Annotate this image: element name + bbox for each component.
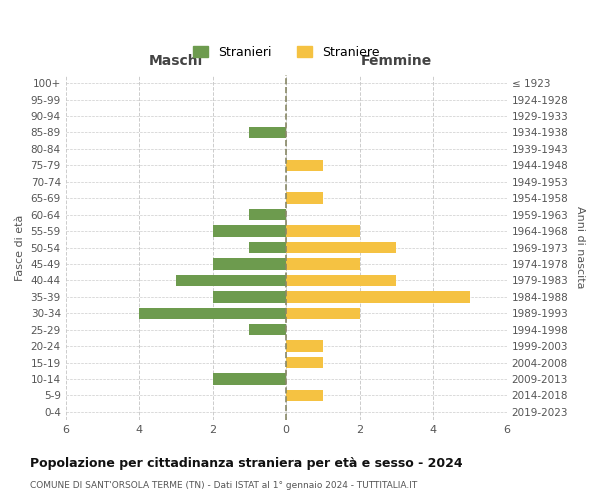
Bar: [212, 374, 286, 385]
Y-axis label: Anni di nascita: Anni di nascita: [575, 206, 585, 289]
Bar: [286, 308, 360, 319]
Bar: [286, 291, 470, 302]
Legend: Stranieri, Straniere: Stranieri, Straniere: [187, 40, 385, 66]
Bar: [212, 226, 286, 237]
Text: Popolazione per cittadinanza straniera per età e sesso - 2024: Popolazione per cittadinanza straniera p…: [30, 458, 463, 470]
Text: Femmine: Femmine: [361, 54, 432, 68]
Text: COMUNE DI SANT'ORSOLA TERME (TN) - Dati ISTAT al 1° gennaio 2024 - TUTTITALIA.IT: COMUNE DI SANT'ORSOLA TERME (TN) - Dati …: [30, 481, 417, 490]
Bar: [286, 390, 323, 401]
Bar: [250, 209, 286, 220]
Bar: [139, 308, 286, 319]
Bar: [286, 357, 323, 368]
Bar: [286, 226, 360, 237]
Bar: [286, 340, 323, 352]
Bar: [212, 258, 286, 270]
Bar: [176, 274, 286, 286]
Bar: [286, 160, 323, 171]
Bar: [286, 192, 323, 204]
Bar: [286, 274, 397, 286]
Bar: [286, 258, 360, 270]
Bar: [212, 291, 286, 302]
Y-axis label: Fasce di età: Fasce di età: [15, 214, 25, 280]
Bar: [286, 242, 397, 254]
Bar: [250, 242, 286, 254]
Bar: [250, 126, 286, 138]
Bar: [250, 324, 286, 336]
Text: Maschi: Maschi: [149, 54, 203, 68]
